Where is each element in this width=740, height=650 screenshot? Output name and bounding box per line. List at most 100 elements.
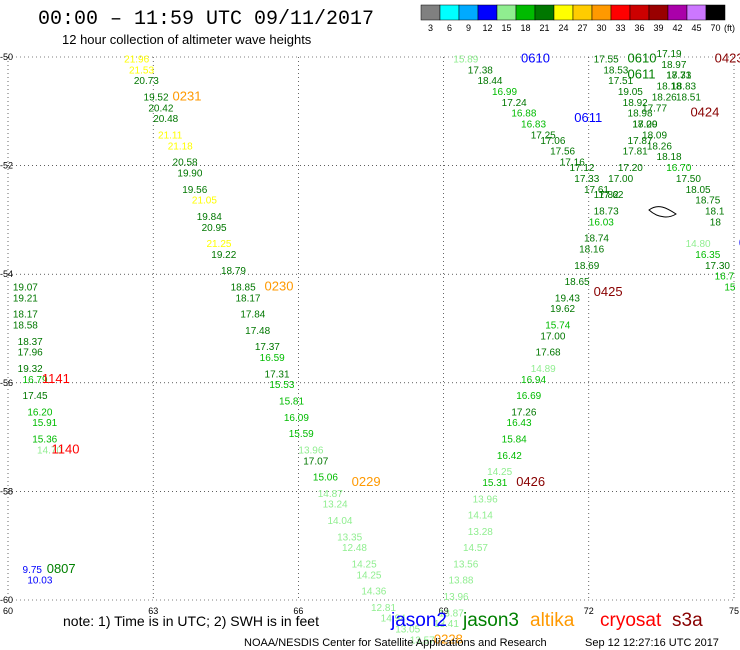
wave-height-label: 17.96 xyxy=(18,348,43,359)
wave-height-label: 18.26 xyxy=(652,92,677,103)
wave-height-label: 17.82 xyxy=(594,190,619,201)
wave-height-label: 13.05 xyxy=(395,625,420,636)
wave-height-label: 16.35 xyxy=(695,250,720,261)
wave-height-label: 18.09 xyxy=(642,130,667,141)
legend-swatch xyxy=(458,4,479,21)
legend-swatch xyxy=(439,4,460,21)
legend-swatch xyxy=(420,4,441,21)
wave-height-label: 15.59 xyxy=(289,429,314,440)
wave-height-label: 18.83 xyxy=(671,82,696,93)
legend-label: 36 xyxy=(634,23,644,33)
wave-height-label: 18.44 xyxy=(477,76,502,87)
wave-height-label: 18.16 xyxy=(579,244,604,255)
wave-height-label: 17.50 xyxy=(676,174,701,185)
wave-height-label: 13.41 xyxy=(434,619,459,630)
wave-height-label: 14.25 xyxy=(352,559,377,570)
wave-height-label: 19.56 xyxy=(182,185,207,196)
wave-height-label: 18.85 xyxy=(231,282,256,293)
wave-height-label: 19.05 xyxy=(618,87,643,98)
wave-height-label: 13.24 xyxy=(323,500,348,511)
wave-height-label: 13.56 xyxy=(453,559,478,570)
legend-label: 6 xyxy=(447,23,452,33)
wave-height-label: 20.95 xyxy=(202,223,227,234)
wave-height-label: 14.25 xyxy=(487,467,512,478)
wave-height-label: 16.88 xyxy=(511,109,536,120)
wave-height-label: 15.53 xyxy=(269,380,294,391)
y-tick-label: -50 xyxy=(0,52,13,62)
wave-height-label: 18.65 xyxy=(565,277,590,288)
wave-height-label: 21.53 xyxy=(129,65,154,76)
wave-height-label: 16.43 xyxy=(507,418,532,429)
wave-height-label: 19.84 xyxy=(197,212,222,223)
wave-height-label: 18.98 xyxy=(628,109,653,120)
time-label: 1140 xyxy=(52,441,80,456)
wave-height-label: 18.51 xyxy=(676,92,701,103)
legend-swatch xyxy=(515,4,536,21)
legend-label: 27 xyxy=(577,23,587,33)
wave-height-label: 14.70 xyxy=(37,445,62,456)
x-tick-label: 69 xyxy=(439,606,449,616)
wave-height-label: 18.37 xyxy=(18,337,43,348)
color-legend: 3 6 9 12 15 18 21 24 27 30 33 36 39 42 45 70 (ft) xyxy=(420,4,735,33)
legend-label: 18 xyxy=(520,23,530,33)
wave-height-label: 13.35 xyxy=(337,532,362,543)
wave-height-label: 19.32 xyxy=(18,364,43,375)
wave-height-label: 18.74 xyxy=(584,234,609,245)
wave-height-label: 15.89 xyxy=(453,54,478,65)
x-tick-label: 66 xyxy=(293,606,303,616)
satellite-label: jason2 xyxy=(390,610,447,631)
satellite-label: s3a xyxy=(672,610,703,631)
wave-height-label: 21.18 xyxy=(168,141,193,152)
wave-height-label: 16.83 xyxy=(521,120,546,131)
satellite-label: jason3 xyxy=(462,610,519,631)
wave-height-label: 19.43 xyxy=(555,293,580,304)
legend-label: 24 xyxy=(558,23,568,33)
wave-height-label: 13.28 xyxy=(468,527,493,538)
wave-height-label: 16.99 xyxy=(492,87,517,98)
y-tick-label: -58 xyxy=(0,486,13,496)
legend-label: 42 xyxy=(672,23,682,33)
time-label: 0611 xyxy=(628,67,656,82)
wave-height-label: 9.75 xyxy=(23,565,43,576)
y-tick-label: -60 xyxy=(0,595,13,605)
legend-label: 9 xyxy=(466,23,471,33)
wave-height-label: 17.00 xyxy=(632,120,657,131)
wave-height-label: 17.73 xyxy=(666,71,691,82)
time-labels: 0231 0230 0229 0228 1141 1140 0807 0610 0611 0610… xyxy=(42,50,740,646)
wave-height-label: 16.7 xyxy=(715,272,735,283)
legend-swatch xyxy=(572,4,593,21)
wave-height-label: 16.94 xyxy=(521,375,546,386)
x-tick-label: 63 xyxy=(148,606,158,616)
wave-height-label: 18.69 xyxy=(574,261,599,272)
wave-height-label: 18.73 xyxy=(594,206,619,217)
wave-height-label: 17.26 xyxy=(511,407,536,418)
time-label: 1141 xyxy=(42,371,70,386)
wave-height-label: 16.42 xyxy=(497,451,522,462)
legend-swatch xyxy=(496,4,517,21)
legend-label: 39 xyxy=(653,23,663,33)
wave-height-label: 21.05 xyxy=(192,196,217,207)
wave-height-label: 15.84 xyxy=(502,435,527,446)
wave-height-label: 14.14 xyxy=(468,511,493,522)
y-tick-label: -56 xyxy=(0,378,13,388)
wave-height-label: 18.18 xyxy=(657,152,682,163)
wave-height-label: 17.38 xyxy=(468,65,493,76)
legend-label: 30 xyxy=(596,23,606,33)
wave-height-label: 14.36 xyxy=(361,587,386,598)
wave-height-label: 17.84 xyxy=(240,310,265,321)
wave-height-label: 18.1 xyxy=(705,206,725,217)
wave-height-label: 13.57 xyxy=(410,635,435,646)
y-tick-label: -54 xyxy=(0,269,13,279)
wave-height-label: 18.79 xyxy=(221,266,246,277)
wave-height-label: 17.87 xyxy=(628,136,653,147)
time-label: 0231 xyxy=(173,88,202,103)
wave-height-label: 18.18 xyxy=(657,82,682,93)
wave-height-label: 14.25 xyxy=(356,570,381,581)
satellite-label: cryosat xyxy=(600,610,662,631)
timestamp-text: Sep 12 12:27:16 UTC 2017 xyxy=(585,637,719,649)
wave-height-label: 16.69 xyxy=(516,391,541,402)
wave-height-label: 17.00 xyxy=(608,174,633,185)
legend-swatch xyxy=(667,4,688,21)
wave-height-label: 16.70 xyxy=(666,163,691,174)
satellite-legend: jason2 jason3 altika cryosat s3a xyxy=(390,610,703,631)
